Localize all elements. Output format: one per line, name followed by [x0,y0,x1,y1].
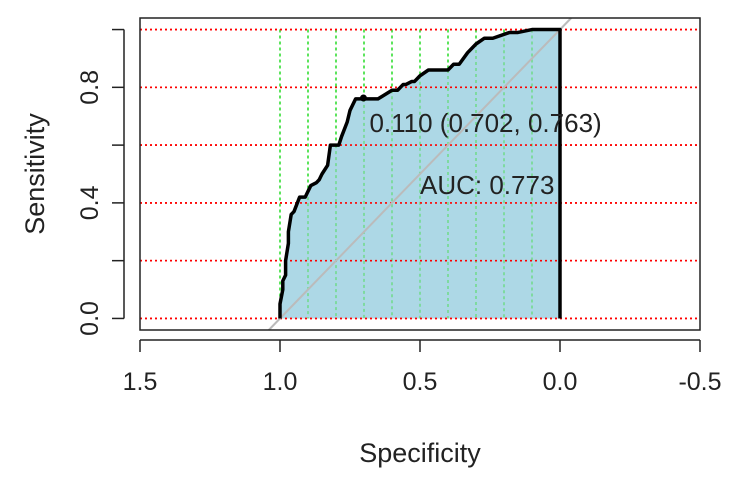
y-tick-label: 0.4 [76,185,104,220]
h-grid-overlay [140,28,700,320]
x-tick-label: 0.5 [403,368,438,396]
x-axis: 1.5 1.0 0.5 0.0 -0.5 [123,339,722,396]
chance-diagonal [268,17,572,331]
x-tick-label: 1.0 [263,368,298,396]
y-tick-label: 0.8 [76,70,104,105]
x-axis-title: Specificity [359,438,481,468]
x-tick-label: 1.5 [123,368,158,396]
y-axis: 0.0 0.4 0.8 [76,28,125,336]
threshold-annotation: 0.110 (0.702, 0.763) [369,108,601,138]
y-tick-label: 0.0 [76,301,104,336]
x-tick-label: 0.0 [543,368,578,396]
plot-frame [139,17,701,331]
threshold-point [359,94,367,102]
y-axis-title: Sensitivity [20,113,50,235]
x-tick-label: -0.5 [678,368,721,396]
auc-annotation: AUC: 0.773 [420,170,554,200]
